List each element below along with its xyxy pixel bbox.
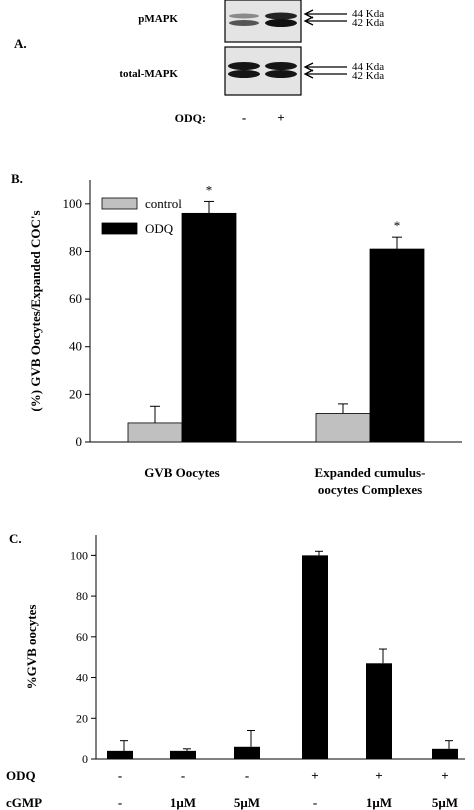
legend-swatch-odq	[101, 222, 138, 235]
band-label-42-bottom: 42 Kda	[352, 70, 384, 82]
panel-b-bars: **	[127, 182, 425, 443]
pmapk-band-42-lane1	[229, 20, 259, 26]
bar-control-1	[315, 413, 371, 443]
total-band-42-lane2	[265, 70, 297, 78]
bar-odq-0	[181, 212, 237, 443]
pmapk-label: pMAPK	[138, 13, 178, 25]
condition-label-cgmp: cGMP	[6, 795, 42, 810]
bar-condition-6	[432, 748, 458, 759]
condition-label-odq: ODQ	[6, 768, 36, 783]
bar-condition-5	[366, 663, 392, 759]
panel-c-axes: 0 20 40 60 80 100	[70, 535, 465, 766]
band-label-44-bottom: 44 Kda	[352, 61, 384, 73]
panel-c-label: C.	[9, 531, 22, 546]
pmapk-band-44-lane2	[265, 12, 297, 20]
y-tick-label: 20	[76, 711, 88, 725]
condition-value: +	[441, 768, 448, 783]
y-tick-label: 0	[82, 752, 88, 766]
condition-value: -	[245, 768, 249, 783]
condition-value: 5μM	[234, 795, 260, 810]
condition-value: 1μM	[366, 795, 392, 810]
panel-a-label: A.	[14, 36, 27, 51]
band-arrows-bottom	[303, 62, 347, 79]
bar-condition-3	[234, 746, 260, 759]
condition-value: +	[311, 768, 318, 783]
odq-treatment-label: ODQ:	[175, 111, 206, 125]
significance-marker: *	[206, 182, 213, 197]
y-tick-label: 40	[69, 339, 82, 354]
y-tick-label: 80	[76, 589, 88, 603]
panel-b: B. (%) GVB Oocytes/Expanded COC's 0 20 40 6…	[11, 171, 462, 497]
category-label: GVB Oocytes	[144, 465, 219, 480]
condition-value: -	[181, 768, 185, 783]
condition-value: +	[375, 768, 382, 783]
legend-swatch-control	[101, 197, 138, 210]
condition-value: -	[118, 768, 122, 783]
bar-condition-1	[107, 750, 133, 759]
band-label-42-top: 42 Kda	[352, 17, 384, 29]
condition-value: 5μM	[432, 795, 458, 810]
legend-label-odq: ODQ	[145, 221, 174, 236]
band-arrows-top	[303, 9, 347, 26]
band-label-44-top: 44 Kda	[352, 8, 384, 20]
panel-b-y-axis-label: (%) GVB Oocytes/Expanded COC's	[28, 210, 43, 411]
bar-condition-4	[302, 555, 328, 759]
panel-c-y-axis-label: %GVB oocytes	[24, 605, 39, 690]
bar-control-0	[127, 422, 183, 443]
significance-marker: *	[394, 218, 401, 233]
lane-1-sign: -	[242, 110, 246, 125]
y-tick-label: 60	[69, 291, 82, 306]
pmapk-band-42-lane2	[265, 19, 297, 27]
category-label: oocytes Complexes	[318, 482, 422, 497]
total-mapk-label: total-MAPK	[119, 68, 178, 80]
category-label: Expanded cumulus-	[315, 465, 426, 480]
legend-label-control: control	[145, 196, 182, 211]
panel-a: A. pMAPK total-MAPK 44 Kda 42 Kda	[14, 0, 384, 125]
y-tick-label: 80	[69, 243, 82, 258]
panel-b-legend: control ODQ	[101, 196, 182, 236]
y-tick-label: 100	[63, 196, 83, 211]
panel-b-category-labels: GVB Oocytes Expanded cumulus-oocytes Comp…	[144, 465, 425, 497]
panel-c-condition-table: ODQ - - - + + + cGMP - 1μM 5μM - 1μM 5μM	[6, 768, 458, 810]
y-tick-label: 100	[70, 548, 88, 562]
total-band-44-lane2	[265, 62, 297, 70]
y-tick-label: 0	[76, 434, 83, 449]
y-tick-label: 60	[76, 630, 88, 644]
panel-c: C. %GVB oocytes 0 20 40 60 80 100 ODQ - - - + + + cG…	[6, 531, 465, 810]
lane-2-sign: +	[277, 110, 284, 125]
total-band-42-lane1	[228, 70, 260, 78]
panel-c-bars	[107, 550, 458, 759]
y-tick-label: 20	[69, 386, 82, 401]
bar-odq-1	[369, 248, 425, 443]
condition-value: -	[313, 795, 317, 810]
condition-value: 1μM	[170, 795, 196, 810]
panel-b-label: B.	[11, 171, 23, 186]
pmapk-band-44-lane1	[229, 13, 259, 19]
condition-value: -	[118, 795, 122, 810]
y-tick-label: 40	[76, 671, 88, 685]
bar-condition-2	[170, 750, 196, 759]
total-band-44-lane1	[228, 62, 260, 70]
